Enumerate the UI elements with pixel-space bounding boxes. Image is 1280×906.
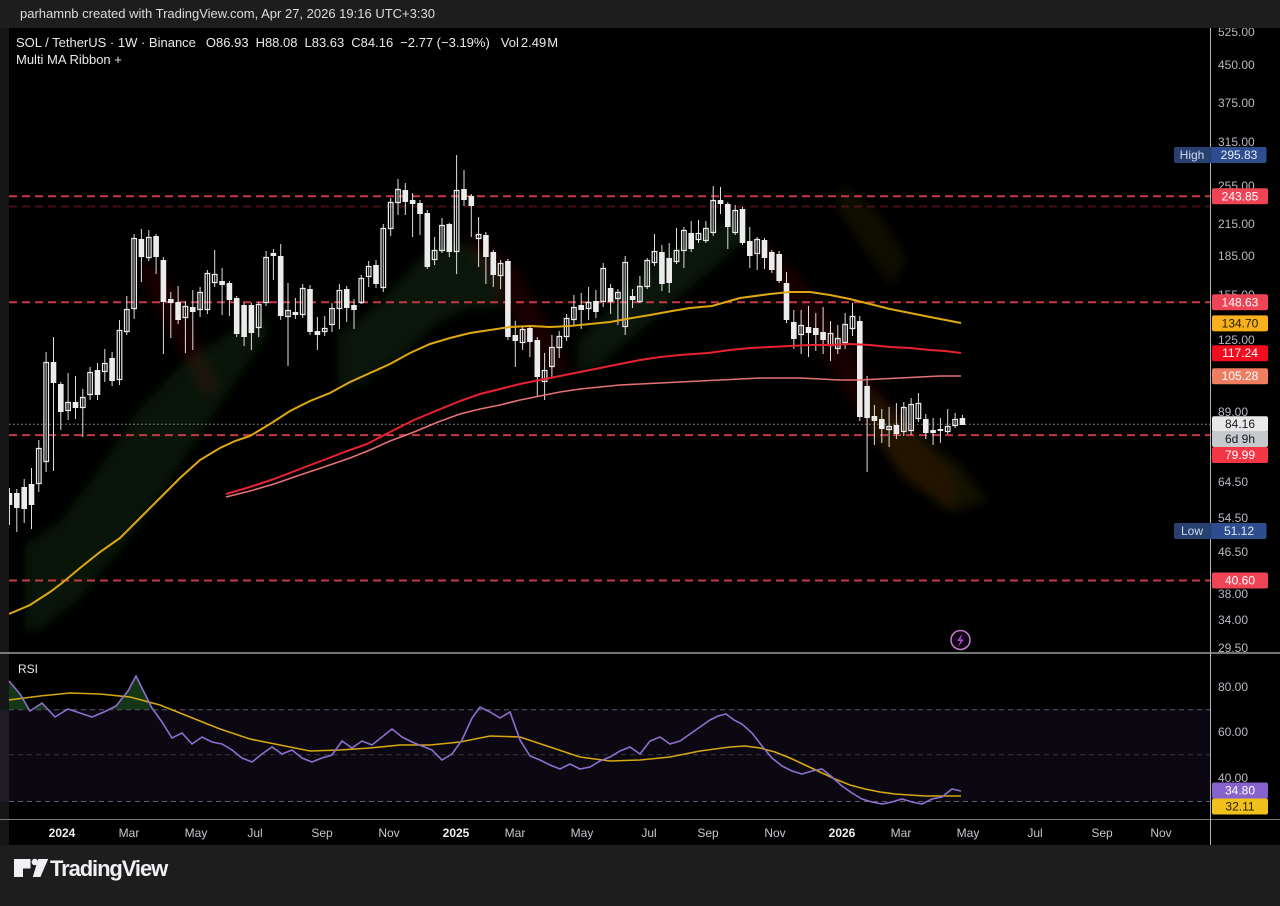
svg-text:375.00: 375.00 — [1218, 96, 1255, 110]
svg-text:89.00: 89.00 — [1218, 405, 1248, 419]
svg-text:51.12: 51.12 — [1224, 524, 1254, 538]
svg-text:Low: Low — [1181, 524, 1203, 538]
svg-text:185.00: 185.00 — [1218, 249, 1255, 263]
svg-text:315.00: 315.00 — [1218, 135, 1255, 149]
svg-text:525.00: 525.00 — [1218, 25, 1255, 39]
svg-text:29.50: 29.50 — [1218, 641, 1248, 655]
svg-text:Multi MA Ribbon +: Multi MA Ribbon + — [16, 52, 122, 67]
svg-text:Sep: Sep — [1091, 826, 1113, 840]
svg-text:40.60: 40.60 — [1225, 574, 1255, 588]
svg-text:40.00: 40.00 — [1218, 771, 1248, 785]
svg-text:84.16: 84.16 — [1225, 417, 1255, 431]
svg-text:34.80: 34.80 — [1225, 784, 1255, 798]
svg-text:117.24: 117.24 — [1222, 346, 1258, 360]
svg-text:79.99: 79.99 — [1225, 448, 1255, 462]
svg-text:64.50: 64.50 — [1218, 475, 1248, 489]
svg-text:Jul: Jul — [247, 826, 262, 840]
svg-text:105.28: 105.28 — [1222, 369, 1259, 383]
svg-text:60.00: 60.00 — [1218, 725, 1248, 739]
svg-text:May: May — [185, 826, 208, 840]
svg-text:80.00: 80.00 — [1218, 680, 1248, 694]
svg-text:Nov: Nov — [764, 826, 785, 840]
svg-text:Jul: Jul — [1027, 826, 1042, 840]
svg-text:54.50: 54.50 — [1218, 511, 1248, 525]
svg-text:46.50: 46.50 — [1218, 545, 1248, 559]
svg-text:TradingView: TradingView — [50, 856, 169, 881]
svg-text:32.11: 32.11 — [1225, 800, 1254, 814]
svg-text:Mar: Mar — [891, 826, 912, 840]
svg-text:High: High — [1180, 148, 1205, 162]
svg-text:134.70: 134.70 — [1222, 316, 1259, 330]
svg-text:6d 9h: 6d 9h — [1225, 432, 1255, 446]
svg-text:34.00: 34.00 — [1218, 613, 1248, 627]
svg-text:RSI: RSI — [18, 662, 38, 676]
svg-text:May: May — [571, 826, 594, 840]
svg-text:2024: 2024 — [49, 826, 76, 840]
svg-text:2026: 2026 — [829, 826, 856, 840]
svg-text:450.00: 450.00 — [1218, 58, 1255, 72]
svg-text:38.00: 38.00 — [1218, 587, 1248, 601]
svg-text:Mar: Mar — [119, 826, 140, 840]
svg-text:243.85: 243.85 — [1222, 189, 1259, 203]
svg-text:May: May — [957, 826, 980, 840]
svg-text:Nov: Nov — [378, 826, 399, 840]
svg-text:Sep: Sep — [311, 826, 333, 840]
svg-text:295.83: 295.83 — [1221, 148, 1258, 162]
svg-text:215.00: 215.00 — [1218, 217, 1255, 231]
svg-text:Nov: Nov — [1150, 826, 1171, 840]
svg-text:125.00: 125.00 — [1218, 333, 1255, 347]
svg-text:2025: 2025 — [443, 826, 470, 840]
svg-text:Jul: Jul — [641, 826, 656, 840]
svg-text:148.63: 148.63 — [1222, 295, 1259, 309]
svg-text:Sep: Sep — [697, 826, 719, 840]
svg-text:Mar: Mar — [505, 826, 526, 840]
